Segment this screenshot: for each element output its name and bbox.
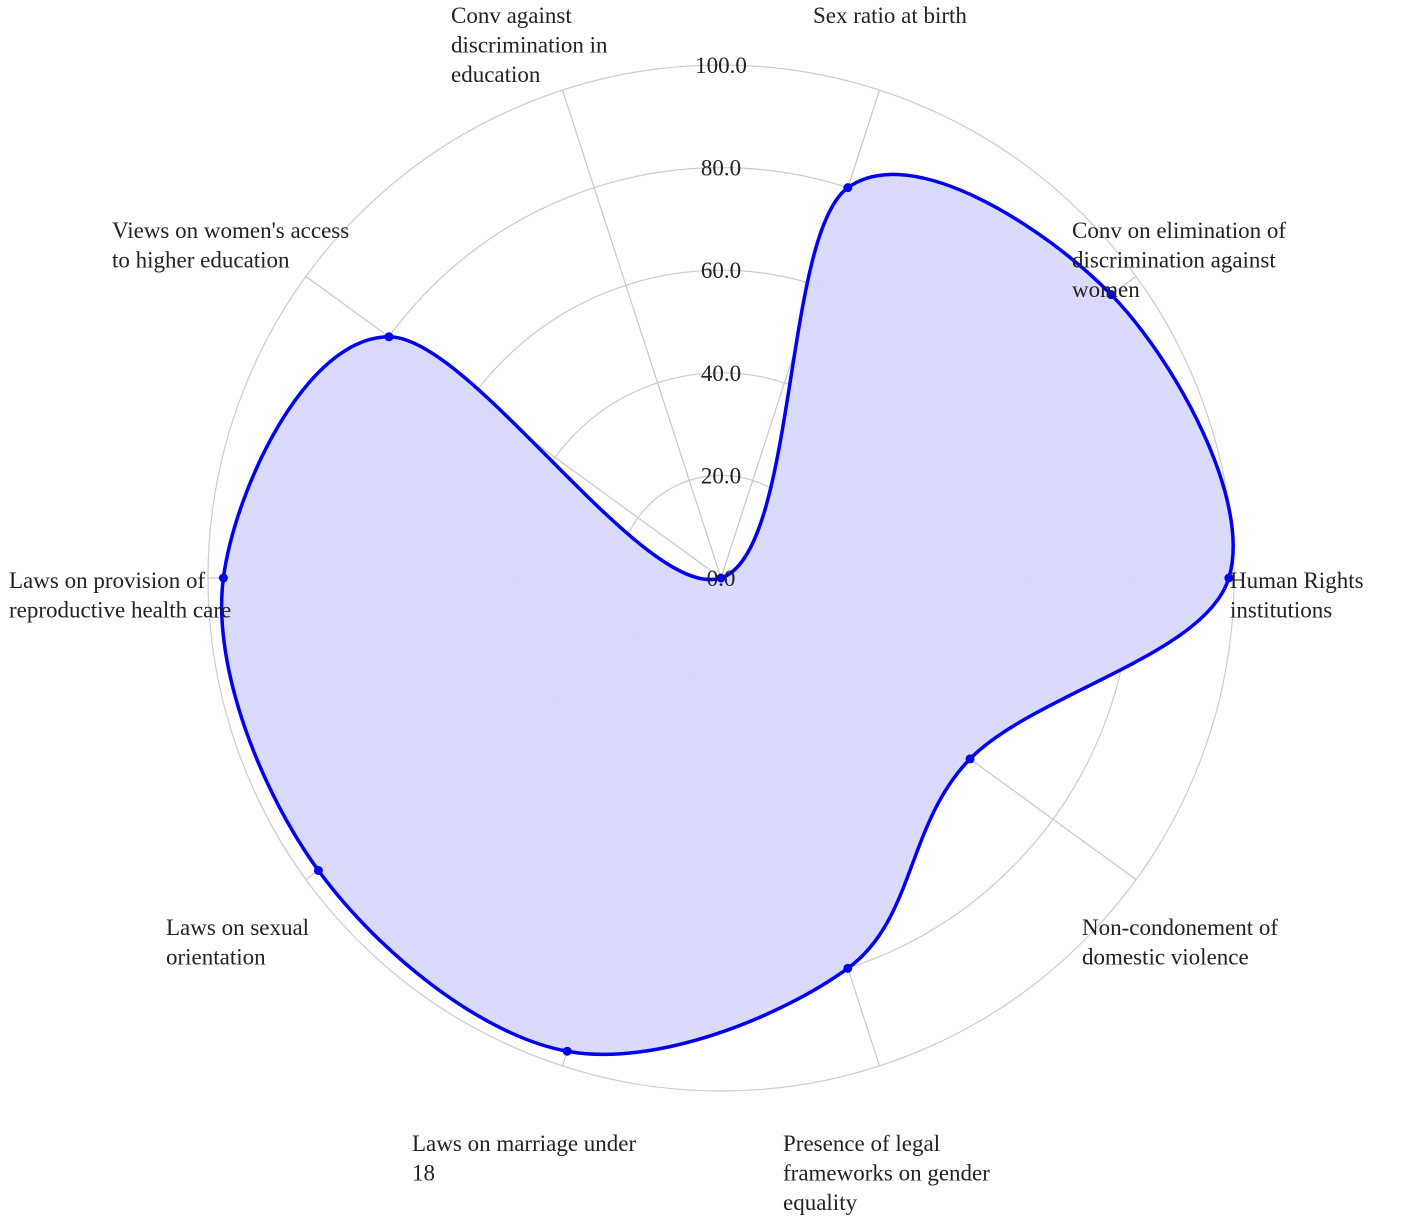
- category-label: Laws on provision of reproductive health …: [9, 568, 231, 623]
- data-point: [1106, 290, 1116, 300]
- category-label-line: equality: [783, 1190, 858, 1215]
- radial-tick-label: 60.0: [701, 258, 741, 283]
- data-point: [218, 573, 228, 583]
- category-label: Human Rights institutions: [1230, 568, 1364, 623]
- category-label-line: discrimination in: [451, 33, 608, 58]
- series-area: [219, 172, 1235, 1057]
- data-point: [716, 573, 726, 583]
- category-label: Sex ratio at birth: [813, 3, 967, 28]
- data-point: [384, 332, 394, 342]
- category-label-line: discrimination against: [1072, 248, 1276, 273]
- radar-series: [218, 172, 1235, 1057]
- category-label-line: Laws on provision of: [9, 568, 205, 593]
- radial-tick-label: 40.0: [701, 361, 741, 386]
- category-label: Non-condonement of domestic violence: [1082, 915, 1278, 970]
- category-label-line: 18: [412, 1161, 435, 1186]
- data-point: [562, 1046, 572, 1056]
- axis-spoke: [561, 89, 722, 579]
- data-point: [313, 865, 323, 875]
- category-label-line: Sex ratio at birth: [813, 3, 967, 28]
- category-label-line: Laws on marriage under: [412, 1131, 637, 1156]
- radial-tick-label: 0.0: [707, 566, 736, 591]
- category-label-line: Human Rights: [1230, 568, 1364, 593]
- category-label: Presence of legal frameworks on gender equ…: [783, 1131, 990, 1215]
- category-label-line: to higher education: [112, 248, 290, 273]
- category-label-line: reproductive health care: [9, 598, 231, 623]
- data-point: [1224, 573, 1234, 583]
- data-point: [843, 183, 853, 193]
- category-label-line: Views on women's access: [112, 218, 349, 243]
- category-label-line: Conv on elimination of: [1072, 218, 1286, 243]
- category-label-line: Non-condonement of: [1082, 915, 1278, 940]
- data-point: [965, 754, 975, 764]
- radial-tick-label: 100.0: [695, 53, 747, 78]
- radial-tick-label: 20.0: [701, 463, 741, 488]
- category-label-line: education: [451, 62, 541, 87]
- category-label: Conv on elimination of discrimination aga…: [1072, 218, 1286, 302]
- category-labels: Sex ratio at birth Conv on elimination of…: [9, 3, 1364, 1215]
- category-label: Laws on sexual orientation: [166, 915, 309, 970]
- category-label-line: Conv against: [451, 3, 572, 28]
- radial-tick-labels: 0.0 20.0 40.0 60.0 80.0 100.0: [695, 53, 747, 591]
- data-point: [843, 963, 853, 973]
- category-label-line: frameworks on gender: [783, 1161, 990, 1186]
- category-label-line: Presence of legal: [783, 1131, 940, 1156]
- category-label-line: domestic violence: [1082, 945, 1249, 970]
- category-label: Conv against discrimination in education: [451, 3, 608, 87]
- category-label-line: institutions: [1230, 598, 1332, 623]
- category-label-line: Laws on sexual: [166, 915, 309, 940]
- category-label-line: orientation: [166, 945, 266, 970]
- category-label: Laws on marriage under 18: [412, 1131, 637, 1186]
- category-label-line: women: [1072, 277, 1140, 302]
- category-label: Views on women's access to higher educati…: [112, 218, 349, 273]
- radial-tick-label: 80.0: [701, 156, 741, 181]
